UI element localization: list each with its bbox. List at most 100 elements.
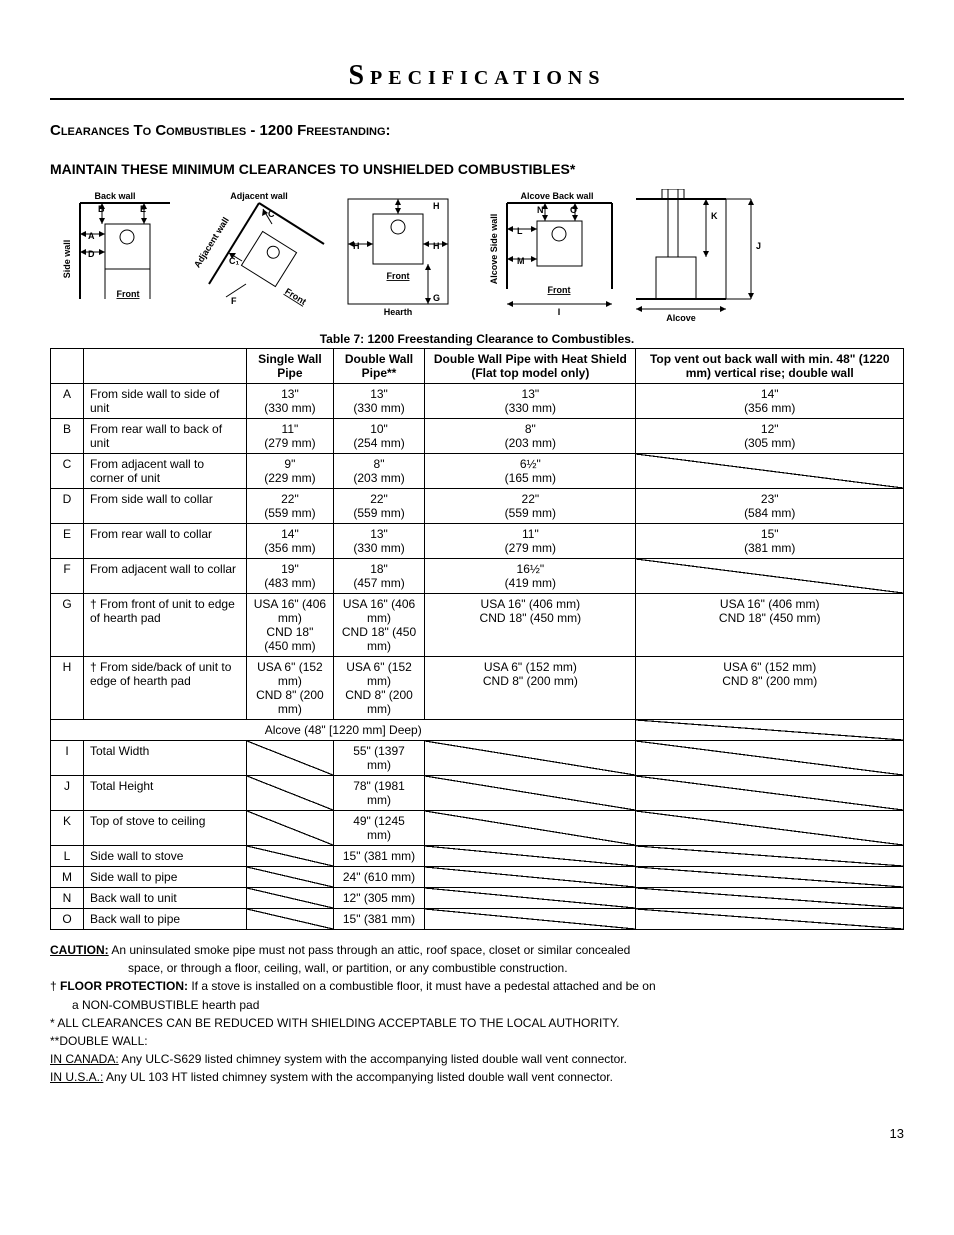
cell-key: G	[51, 594, 84, 657]
page-number: 13	[50, 1126, 904, 1141]
notes-block: CAUTION: An uninsulated smoke pipe must …	[50, 942, 904, 1086]
cell-key: A	[51, 384, 84, 419]
diagrams-row: Back wall Side wall B E A D Front Adjace…	[50, 189, 904, 324]
svg-text:Back wall: Back wall	[94, 191, 135, 201]
cell-value	[247, 811, 334, 846]
cell-value	[636, 559, 904, 594]
cell-value	[425, 888, 636, 909]
cell-value: 10"(254 mm)	[333, 419, 424, 454]
cell-key: B	[51, 419, 84, 454]
svg-text:Alcove Side wall: Alcove Side wall	[489, 214, 499, 285]
cell-value: 23"(584 mm)	[636, 489, 904, 524]
cell-value: 24" (610 mm)	[333, 867, 424, 888]
svg-text:H: H	[433, 241, 440, 251]
cell-value: 13"(330 mm)	[425, 384, 636, 419]
cell-value: 12"(305 mm)	[636, 419, 904, 454]
table-row: EFrom rear wall to collar14"(356 mm)13"(…	[51, 524, 904, 559]
svg-text:Hearth: Hearth	[384, 307, 413, 317]
svg-text:Side wall: Side wall	[62, 240, 72, 279]
th-key	[51, 349, 84, 384]
th-topvent: Top vent out back wall with min. 48" (12…	[636, 349, 904, 384]
diag-cell	[636, 720, 904, 741]
cell-value: 12" (305 mm)	[333, 888, 424, 909]
star-note: * ALL CLEARANCES CAN BE REDUCED WITH SHI…	[50, 1015, 904, 1031]
page-title: Specifications	[50, 60, 904, 100]
svg-text:Alcove: Alcove	[666, 313, 696, 323]
usa-label: IN U.S.A.:	[50, 1070, 103, 1084]
svg-text:D: D	[88, 249, 95, 259]
svg-text:J: J	[756, 241, 761, 251]
cell-value: 11"(279 mm)	[247, 419, 334, 454]
cell-label: Total Height	[84, 776, 247, 811]
caution-text-2: space, or through a floor, ceiling, wall…	[50, 960, 904, 976]
cell-value: USA 6" (152 mm)CND 8" (200 mm)	[333, 657, 424, 720]
cell-value: 18"(457 mm)	[333, 559, 424, 594]
svg-text:Front: Front	[548, 285, 571, 295]
dwall-note: **DOUBLE WALL:	[50, 1033, 904, 1049]
cell-value: 15" (381 mm)	[333, 846, 424, 867]
cell-key: F	[51, 559, 84, 594]
cell-value: USA 16" (406 mm)CND 18" (450 mm)	[247, 594, 334, 657]
cell-key: O	[51, 909, 84, 930]
cell-key: J	[51, 776, 84, 811]
cell-value	[425, 741, 636, 776]
cell-value: 15" (381 mm)	[333, 909, 424, 930]
cell-key: I	[51, 741, 84, 776]
cell-key: E	[51, 524, 84, 559]
cell-value: 49" (1245 mm)	[333, 811, 424, 846]
svg-text:Front: Front	[387, 271, 410, 281]
cell-label: † From front of unit to edge of hearth p…	[84, 594, 247, 657]
table-row: H† From side/back of unit to edge of hea…	[51, 657, 904, 720]
cell-value: 22"(559 mm)	[333, 489, 424, 524]
cell-value	[636, 846, 904, 867]
svg-text:Adjacent wall: Adjacent wall	[192, 215, 231, 269]
cell-label: From adjacent wall to collar	[84, 559, 247, 594]
table-row: MSide wall to pipe24" (610 mm)	[51, 867, 904, 888]
sub-heading: MAINTAIN THESE MINIMUM CLEARANCES TO UNS…	[50, 161, 904, 177]
canada-text: Any ULC-S629 listed chimney system with …	[119, 1052, 627, 1066]
cell-value: USA 16" (406 mm)CND 18" (450 mm)	[425, 594, 636, 657]
cell-label: Back wall to pipe	[84, 909, 247, 930]
cell-key: M	[51, 867, 84, 888]
diagram-corner: Adjacent wall Adjacent wall C C₁ F Front	[184, 189, 329, 317]
svg-text:F: F	[231, 296, 237, 306]
cell-value	[636, 811, 904, 846]
cell-value: 8"(203 mm)	[333, 454, 424, 489]
table-row: LSide wall to stove15" (381 mm)	[51, 846, 904, 867]
cell-label: From side wall to side of unit	[84, 384, 247, 419]
alcove-header: Alcove (48" [1220 mm] Deep)	[51, 720, 636, 741]
svg-text:Front: Front	[117, 289, 140, 299]
cell-value: 11"(279 mm)	[425, 524, 636, 559]
cell-value: 22"(559 mm)	[425, 489, 636, 524]
table-body-alcove: ITotal Width55" (1397 mm)JTotal Height78…	[51, 741, 904, 930]
cell-value	[425, 776, 636, 811]
table-head: Single Wall Pipe Double Wall Pipe** Doub…	[51, 349, 904, 384]
cell-value	[636, 741, 904, 776]
cell-value	[425, 846, 636, 867]
cell-value: 78" (1981 mm)	[333, 776, 424, 811]
svg-text:A: A	[88, 231, 95, 241]
table-row: DFrom side wall to collar22"(559 mm)22"(…	[51, 489, 904, 524]
table-row: KTop of stove to ceiling49" (1245 mm)	[51, 811, 904, 846]
cell-value: 14"(356 mm)	[247, 524, 334, 559]
cell-value	[247, 776, 334, 811]
cell-value	[636, 867, 904, 888]
svg-text:C: C	[268, 209, 275, 219]
cell-value: 16½"(419 mm)	[425, 559, 636, 594]
svg-text:Front: Front	[283, 286, 308, 307]
floor-text-1: If a stove is installed on a combustible…	[188, 979, 656, 993]
table-row: BFrom rear wall to back of unit11"(279 m…	[51, 419, 904, 454]
svg-text:L: L	[517, 226, 523, 236]
cell-value: 13"(330 mm)	[247, 384, 334, 419]
cell-value	[247, 909, 334, 930]
th-double-hs: Double Wall Pipe with Heat Shield (Flat …	[425, 349, 636, 384]
canada-label: IN CANADA:	[50, 1052, 119, 1066]
cell-value	[636, 909, 904, 930]
diagram-hearth: H H H G Front Hearth	[333, 189, 463, 317]
cell-value	[247, 888, 334, 909]
cell-value	[636, 454, 904, 489]
cell-value: 19"(483 mm)	[247, 559, 334, 594]
floor-pre: †	[50, 979, 60, 993]
cell-key: H	[51, 657, 84, 720]
cell-label: From adjacent wall to corner of unit	[84, 454, 247, 489]
